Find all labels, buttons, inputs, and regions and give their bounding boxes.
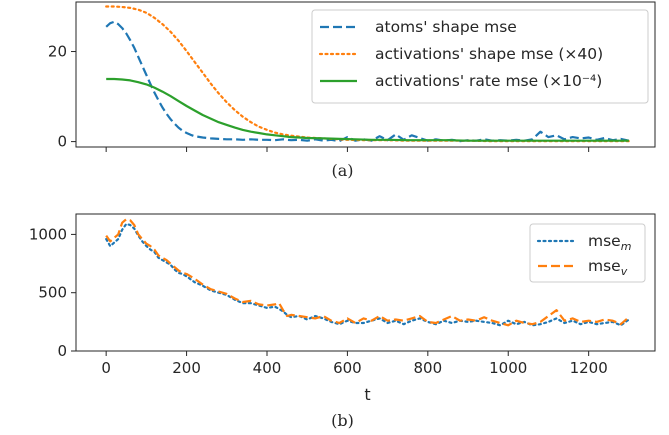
panel-a: 0 20 atoms' shape mse activations' shape ms… [48,1,656,180]
legend-label-2: activations' rate mse (×10⁻⁴) [375,72,602,90]
legend-label-text: mse [588,232,621,250]
panel-caption: (a) [331,161,353,180]
x-tick-label: 1000 [489,359,527,377]
x-tick-label: 800 [414,359,443,377]
axes-frame [75,213,656,352]
legend-box [529,223,646,283]
legend-label-0: msem [588,232,631,253]
legend-label-1: activations' shape mse (×40) [375,45,603,63]
legend-label-1: msev [588,257,628,278]
legend-label-text: atoms' shape mse [375,18,517,36]
legend-label-0: atoms' shape mse [375,18,517,36]
x-tick-label: 0 [101,359,111,377]
legend-box [311,9,649,104]
x-tick-label: 1200 [570,359,608,377]
axes-frame [75,1,656,148]
panel-caption: (b) [331,411,354,430]
x-axis-title: t [364,385,370,404]
series-line-1 [105,218,630,327]
y-tick-label: 0 [57,342,67,360]
x-tick-label: 600 [333,359,362,377]
legend: atoms' shape mse activations' shape mse (… [311,9,649,104]
series-line-2 [106,77,629,142]
y-tick-label: 500 [38,284,67,302]
y-tick-label: 0 [57,133,67,151]
x-tick-label: 200 [172,359,201,377]
legend-label-text: mse [588,257,621,275]
panel-b: 0 200 400 600 800 1000 120005001000tmsemmsev(b… [29,213,656,430]
y-tick-label: 1000 [29,225,67,243]
legend-label-text: activations' shape mse (×40) [375,45,603,63]
legend-label-subscript: m [621,240,632,253]
y-tick-label: 20 [48,43,67,61]
legend-label-text: activations' rate mse (×10⁻⁴) [375,72,602,90]
legend-label-subscript: v [621,265,628,278]
x-tick-label: 400 [253,359,282,377]
